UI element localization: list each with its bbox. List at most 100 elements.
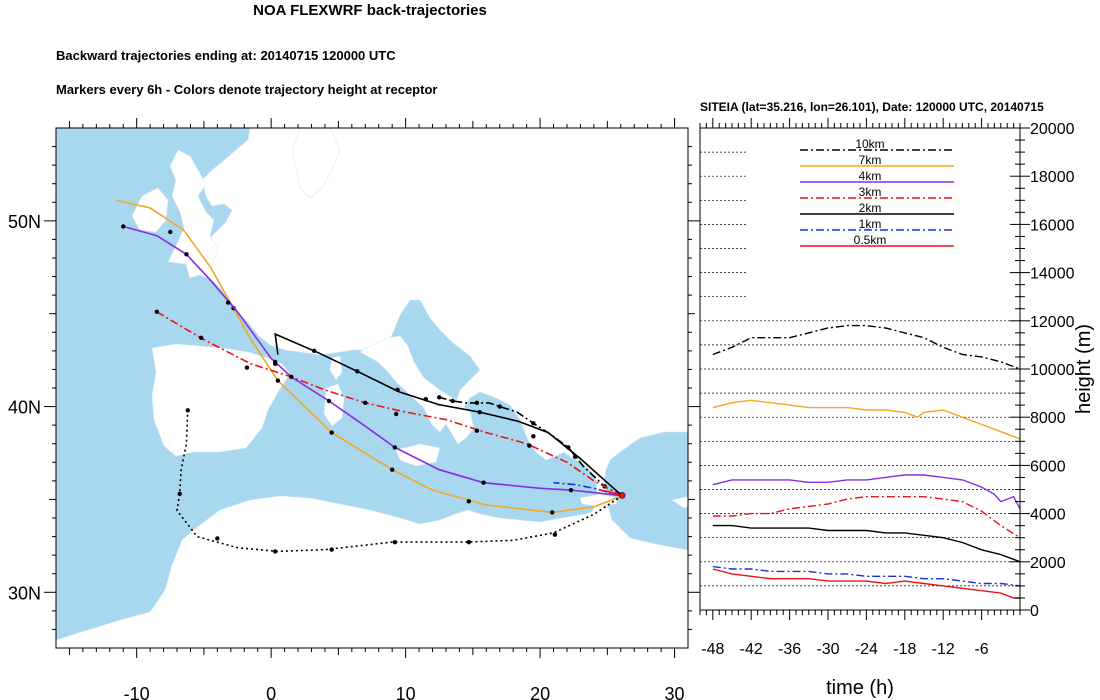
trajectory-marker — [329, 547, 334, 552]
profile-x-tick-label: -12 — [932, 641, 955, 658]
profile-x-tick-label: -48 — [701, 641, 724, 658]
land-iberia — [151, 343, 291, 457]
subtitle-end-time: Backward trajectories ending at: 2014071… — [56, 48, 396, 63]
land-britain — [167, 149, 219, 271]
trajectory-marker — [527, 443, 532, 448]
legend-label: 1km — [859, 217, 882, 231]
profile-gridlines — [700, 151, 1020, 587]
trajectory-marker — [423, 396, 428, 402]
trajectory-marker — [497, 404, 502, 409]
trajectory-10km — [438, 396, 623, 497]
trajectory-marker — [244, 365, 250, 370]
land-ireland — [131, 187, 169, 233]
subtitle-markers-note: Markers every 6h - Colors denote traject… — [56, 82, 438, 97]
legend-label: 3km — [859, 185, 882, 199]
trajectory-marker — [311, 348, 317, 354]
trajectory-marker — [481, 480, 486, 485]
land-scandinavia — [291, 128, 341, 199]
profile-title: SITEIA (lat=35.216, lon=26.101), Date: 1… — [700, 100, 1044, 114]
profile-x-tick-label: -6 — [974, 641, 988, 658]
profile-y-tick-label: 4000 — [1030, 507, 1066, 524]
profile-legend: 10km 7km 4km 3km 2km 1km 0.5km — [800, 137, 954, 247]
map-x-tick-label: -10 — [124, 684, 150, 700]
trajectory-1km — [553, 481, 623, 497]
profile-line-7km — [712, 399, 1021, 440]
profile-line-3km — [712, 496, 1021, 539]
trajectory-marker — [275, 378, 281, 383]
profile-x-tick-label: -18 — [893, 641, 916, 658]
land-cyprus — [671, 496, 688, 509]
trajectory-marker — [363, 400, 368, 406]
trajectories — [116, 199, 626, 554]
profile-line-2km — [712, 524, 1021, 563]
trajectory-marker — [394, 411, 399, 417]
legend-label: 2km — [859, 201, 882, 215]
trajectory-marker — [477, 409, 482, 415]
trajectory-marker — [437, 395, 442, 400]
profile-y-tick-label: 20000 — [1030, 121, 1075, 138]
trajectory-marker — [272, 549, 278, 554]
map-axes: -10 0 10 20 30 30N 40N 50N — [8, 118, 700, 700]
map-y-tick-label: 50N — [8, 212, 41, 232]
profile-line-10km — [712, 324, 1021, 370]
map-y-tick-label: 40N — [8, 398, 41, 418]
trajectory-marker — [272, 359, 278, 365]
receptor-marker — [618, 492, 626, 499]
trajectory-surface — [176, 410, 623, 553]
trajectory-marker — [225, 300, 231, 305]
trajectory-marker — [168, 229, 173, 235]
trajectory-marker — [329, 430, 334, 435]
trajectory-marker — [326, 398, 332, 404]
trajectory-marker — [215, 536, 220, 541]
map-x-tick-label: 20 — [530, 684, 550, 700]
trajectory-marker — [531, 434, 536, 439]
profile-y-label: height (m) — [1073, 324, 1095, 414]
legend-label: 7km — [859, 153, 882, 167]
trajectory-3km — [156, 311, 623, 497]
trajectory-marker — [466, 499, 472, 504]
trajectory-7km — [116, 199, 623, 514]
trajectory-0.5km — [600, 489, 623, 497]
trajectory-marker — [474, 428, 480, 433]
legend-label: 10km — [855, 137, 884, 151]
profile-series — [712, 324, 1021, 599]
profile-y-tick-label: 0 — [1030, 603, 1039, 620]
profile-x-tick-label: -42 — [740, 641, 763, 658]
profile-y-tick-label: 18000 — [1030, 169, 1075, 186]
legend-label: 4km — [859, 169, 882, 183]
map-x-tick-label: 0 — [266, 684, 276, 700]
profile-x-label: time (h) — [826, 677, 894, 699]
profile-x-tick-label: -30 — [816, 641, 839, 658]
profile-y-tick-label: 8000 — [1030, 410, 1066, 427]
trajectory-marker — [289, 374, 294, 380]
map-y-tick-label: 30N — [8, 583, 41, 603]
profile-line-4km — [712, 474, 1021, 510]
trajectory-marker — [395, 387, 400, 393]
trajectory-marker — [154, 309, 160, 315]
trajectory-marker — [392, 445, 398, 450]
trajectory-marker — [184, 252, 189, 257]
profile-x-tick-label: -36 — [778, 641, 801, 658]
map-land — [56, 128, 688, 648]
chart-title: NOA FLEXWRF back-trajectories — [253, 2, 487, 19]
profile-line-1km — [712, 565, 1021, 587]
profile-y-tick-label: 2000 — [1030, 555, 1066, 572]
map-x-tick-label: 30 — [665, 684, 685, 700]
trajectory-marker — [199, 335, 204, 341]
trajectory-marker — [392, 539, 398, 545]
profile-x-tick-label: -24 — [855, 641, 878, 658]
profile-axes: -48 -42 -36 -30 -24 -18 -12 -6 0 2000 4000 6000 8000… — [699, 118, 1075, 658]
trajectory-marker — [572, 454, 578, 459]
trajectory-marker — [389, 467, 395, 472]
trajectory-marker — [185, 408, 190, 413]
trajectory-marker — [466, 539, 472, 545]
trajectory-marker — [568, 487, 574, 493]
trajectory-2km — [274, 332, 623, 497]
profile-line-0.5km — [712, 568, 1020, 599]
trajectory-marker — [474, 400, 480, 406]
trajectory-marker — [531, 421, 536, 426]
land-italy — [359, 335, 475, 445]
trajectory-marker — [552, 532, 558, 537]
profile-y-tick-label: 10000 — [1030, 362, 1075, 379]
